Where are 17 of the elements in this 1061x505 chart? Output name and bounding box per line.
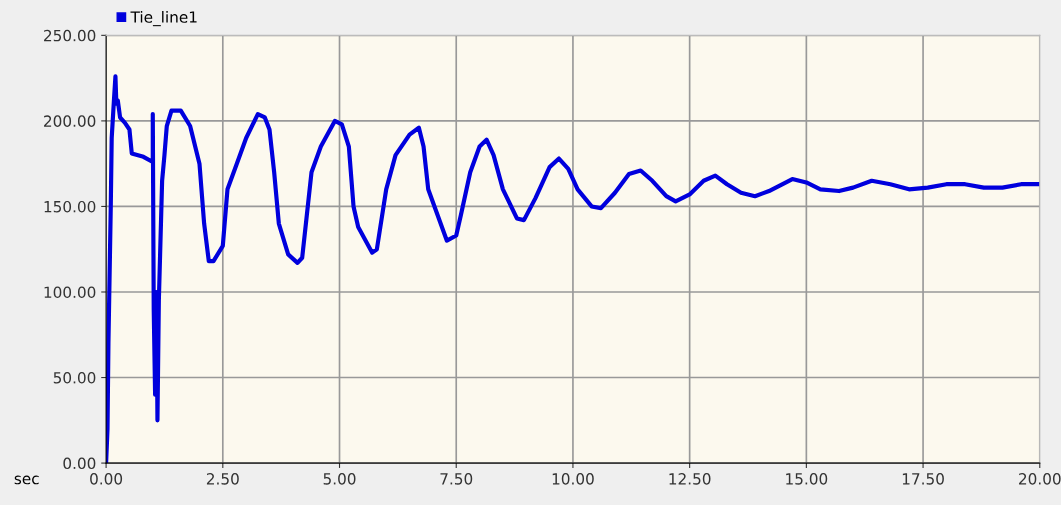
y-tick-label: 100.00 xyxy=(44,286,96,299)
x-tick-label: 15.00 xyxy=(786,473,828,485)
x-tick-label: 5.00 xyxy=(323,473,356,485)
x-tick-label: 10.00 xyxy=(552,473,594,485)
x-tick-label: 0.00 xyxy=(90,473,123,485)
y-tick-label: 0.00 xyxy=(63,457,96,470)
y-tick-label: 50.00 xyxy=(53,372,96,384)
y-tick-label: 200.00 xyxy=(44,115,96,127)
x-tick-label: 7.50 xyxy=(440,473,473,485)
y-tick-label: 150.00 xyxy=(44,200,96,213)
x-axis-title: sec xyxy=(14,475,39,485)
x-tick-label: 2.50 xyxy=(206,473,239,485)
x-tick-label: 20.00 xyxy=(1019,473,1061,485)
y-tick-label: 250.00 xyxy=(44,29,96,42)
legend-label: Tie_line1 xyxy=(130,10,197,27)
x-tick-label: 12.50 xyxy=(669,473,711,485)
x-tick-label: 17.50 xyxy=(902,473,944,485)
